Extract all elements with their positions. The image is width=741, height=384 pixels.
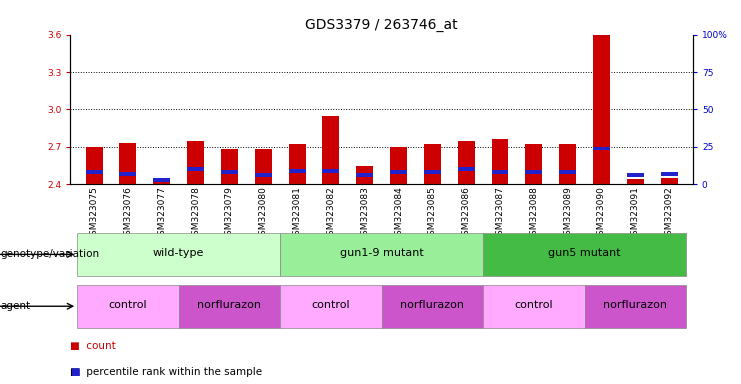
- Bar: [593, 35, 610, 184]
- Text: GSM323076: GSM323076: [124, 187, 133, 241]
- Text: GSM323087: GSM323087: [496, 187, 505, 241]
- Bar: [661, 178, 677, 184]
- Text: control: control: [311, 300, 350, 310]
- Bar: [356, 174, 373, 177]
- Bar: [187, 141, 204, 184]
- Bar: [458, 141, 475, 184]
- Text: GSM323080: GSM323080: [259, 187, 268, 241]
- Bar: [77, 233, 280, 276]
- Text: GSM323092: GSM323092: [665, 187, 674, 241]
- Bar: [322, 116, 339, 184]
- Text: wild-type: wild-type: [153, 248, 205, 258]
- Text: gun1-9 mutant: gun1-9 mutant: [339, 248, 424, 258]
- Bar: [424, 144, 441, 184]
- Text: GSM323091: GSM323091: [631, 187, 639, 241]
- Bar: [424, 170, 441, 174]
- Text: norflurazon: norflurazon: [603, 300, 668, 310]
- Text: GSM323090: GSM323090: [597, 187, 606, 241]
- Text: GSM323075: GSM323075: [90, 187, 99, 241]
- Bar: [280, 233, 483, 276]
- Bar: [559, 170, 576, 174]
- Bar: [559, 144, 576, 184]
- Text: norflurazon: norflurazon: [197, 300, 262, 310]
- Bar: [255, 174, 272, 177]
- Text: control: control: [514, 300, 553, 310]
- Text: GSM323086: GSM323086: [462, 187, 471, 241]
- Bar: [179, 285, 280, 328]
- Bar: [390, 170, 407, 174]
- Text: GSM323079: GSM323079: [225, 187, 234, 241]
- Bar: [221, 170, 238, 174]
- Bar: [153, 178, 170, 182]
- Bar: [187, 167, 204, 171]
- Bar: [627, 174, 644, 177]
- Bar: [661, 172, 677, 176]
- Text: norflurazon: norflurazon: [400, 300, 465, 310]
- Bar: [491, 170, 508, 174]
- Text: control: control: [109, 300, 147, 310]
- Bar: [322, 169, 339, 173]
- Bar: [255, 149, 272, 184]
- Bar: [153, 182, 170, 184]
- Bar: [86, 170, 102, 174]
- Text: ■: ■: [70, 367, 80, 377]
- Bar: [483, 233, 686, 276]
- Text: agent: agent: [0, 301, 30, 311]
- Text: GSM323078: GSM323078: [191, 187, 200, 241]
- Bar: [86, 147, 102, 184]
- Text: genotype/variation: genotype/variation: [0, 249, 99, 260]
- Bar: [483, 285, 585, 328]
- Bar: [390, 147, 407, 184]
- Text: ■  percentile rank within the sample: ■ percentile rank within the sample: [70, 367, 262, 377]
- Text: GSM323089: GSM323089: [563, 187, 572, 241]
- Bar: [525, 144, 542, 184]
- Bar: [585, 285, 686, 328]
- Bar: [356, 166, 373, 184]
- Text: GSM323077: GSM323077: [157, 187, 166, 241]
- Bar: [458, 167, 475, 171]
- Bar: [288, 169, 305, 173]
- Text: GSM323081: GSM323081: [293, 187, 302, 241]
- Text: GSM323088: GSM323088: [529, 187, 539, 241]
- Bar: [221, 149, 238, 184]
- Bar: [119, 172, 136, 176]
- Bar: [280, 285, 382, 328]
- Bar: [593, 147, 610, 150]
- Text: GSM323084: GSM323084: [394, 187, 403, 241]
- Bar: [525, 170, 542, 174]
- Bar: [627, 179, 644, 184]
- Bar: [119, 143, 136, 184]
- Text: gun5 mutant: gun5 mutant: [548, 248, 621, 258]
- Text: ■  count: ■ count: [70, 341, 116, 351]
- Bar: [288, 144, 305, 184]
- Text: GSM323085: GSM323085: [428, 187, 437, 241]
- Bar: [382, 285, 483, 328]
- Text: GSM323083: GSM323083: [360, 187, 369, 241]
- Bar: [77, 285, 179, 328]
- Text: GSM323082: GSM323082: [326, 187, 336, 241]
- Title: GDS3379 / 263746_at: GDS3379 / 263746_at: [305, 18, 458, 32]
- Bar: [491, 139, 508, 184]
